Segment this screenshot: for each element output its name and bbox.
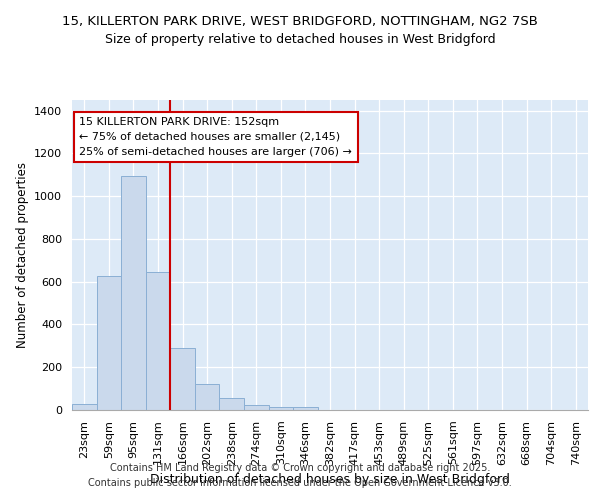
- Bar: [146, 272, 170, 410]
- Text: 15, KILLERTON PARK DRIVE, WEST BRIDGFORD, NOTTINGHAM, NG2 7SB: 15, KILLERTON PARK DRIVE, WEST BRIDGFORD…: [62, 15, 538, 28]
- Bar: [293, 407, 318, 410]
- Bar: [269, 407, 293, 410]
- Text: Contains HM Land Registry data © Crown copyright and database right 2025.
Contai: Contains HM Land Registry data © Crown c…: [88, 462, 512, 487]
- Text: 15 KILLERTON PARK DRIVE: 152sqm
← 75% of detached houses are smaller (2,145)
25%: 15 KILLERTON PARK DRIVE: 152sqm ← 75% of…: [79, 117, 352, 156]
- Bar: [195, 384, 220, 410]
- Bar: [97, 276, 121, 410]
- Y-axis label: Number of detached properties: Number of detached properties: [16, 162, 29, 348]
- Bar: [244, 404, 269, 410]
- Text: Size of property relative to detached houses in West Bridgford: Size of property relative to detached ho…: [104, 32, 496, 46]
- Bar: [220, 398, 244, 410]
- X-axis label: Distribution of detached houses by size in West Bridgford: Distribution of detached houses by size …: [150, 473, 510, 486]
- Bar: [72, 404, 97, 410]
- Bar: [170, 348, 195, 410]
- Bar: [121, 176, 146, 410]
